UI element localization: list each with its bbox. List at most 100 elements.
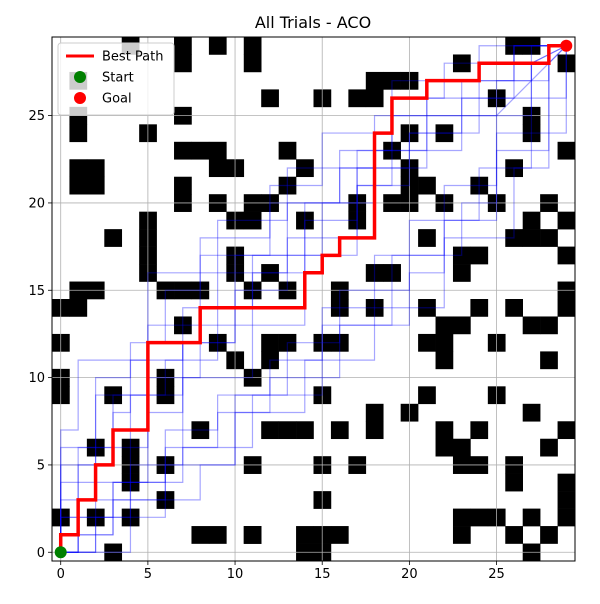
y-tick-label: 0	[37, 546, 45, 561]
obstacle-cell	[278, 421, 297, 440]
obstacle-cell	[452, 526, 471, 544]
obstacle-cell	[121, 473, 140, 492]
obstacle-cell	[191, 421, 210, 440]
obstacle-cell	[557, 246, 575, 265]
obstacle-cell	[243, 526, 262, 544]
obstacle-cell	[261, 89, 279, 108]
obstacle-cell	[296, 159, 314, 178]
obstacle-cell	[208, 526, 227, 544]
axes-frame	[51, 36, 576, 562]
obstacle-cell	[278, 333, 297, 352]
obstacle-cell	[540, 229, 558, 247]
obstacle-cell	[174, 37, 192, 55]
trial-path-line	[60, 45, 567, 553]
obstacle-cell	[435, 351, 454, 370]
trial-path-line	[60, 45, 567, 553]
obstacle-cell	[470, 421, 489, 440]
obstacle-cell	[522, 316, 541, 335]
obstacle-cell	[69, 124, 88, 143]
obstacle-cell	[505, 473, 523, 492]
obstacle-cell	[505, 299, 523, 317]
legend-swatch-dot	[74, 92, 86, 104]
obstacle-cell	[505, 229, 523, 247]
start-marker	[54, 546, 67, 559]
x-tick-label: 15	[314, 567, 331, 582]
obstacle-cell	[452, 264, 471, 282]
obstacle-cell	[383, 264, 401, 282]
legend: Best Path Start Goal	[57, 42, 175, 116]
obstacle-cell	[174, 316, 192, 335]
obstacle-cell	[174, 54, 192, 73]
obstacle-cell	[261, 264, 279, 282]
obstacle-cell	[435, 316, 454, 335]
obstacle-cell	[296, 421, 314, 440]
trial-path-line	[60, 45, 567, 553]
obstacle-cell	[261, 421, 279, 440]
obstacle-cell	[69, 176, 88, 195]
obstacle-cell	[522, 229, 541, 247]
obstacle-cell	[86, 508, 105, 527]
obstacle-cell	[278, 176, 297, 195]
obstacle-cell	[540, 438, 558, 457]
obstacle-cell	[452, 316, 471, 335]
obstacle-cell	[191, 141, 210, 160]
obstacle-cell	[121, 508, 140, 527]
x-tick-label: 5	[144, 567, 152, 582]
obstacle-cell	[174, 141, 192, 160]
obstacle-cell	[452, 508, 471, 527]
obstacle-cell	[470, 246, 489, 265]
x-tick-label: 0	[57, 567, 65, 582]
obstacle-cell	[452, 246, 471, 265]
goal-marker	[560, 39, 573, 52]
obstacle-cell	[452, 54, 471, 73]
trial-path-line	[60, 45, 567, 553]
x-tick-label: 10	[227, 567, 244, 582]
obstacle-cell	[540, 351, 558, 370]
obstacle-cell	[557, 491, 575, 509]
obstacle-cell	[261, 351, 279, 370]
obstacle-cell	[156, 491, 175, 509]
trial-path-line	[60, 45, 567, 553]
obstacle-cell	[522, 403, 541, 422]
obstacle-cell	[557, 299, 575, 317]
plot-area: 0 5 10 15 20 25 0 5 10 15 20 25	[28, 36, 576, 582]
obstacle-cell	[557, 54, 575, 73]
obstacle-cell	[330, 333, 349, 352]
obstacle-cell	[383, 141, 401, 160]
obstacle-cell	[522, 211, 541, 230]
obstacle-cell	[383, 71, 401, 90]
obstacle-cell	[470, 508, 489, 527]
obstacle-cell	[104, 229, 123, 247]
obstacle-cell	[418, 386, 436, 405]
trial-path-line	[60, 45, 567, 553]
obstacle-cell	[156, 386, 175, 405]
obstacle-cell	[557, 211, 575, 230]
legend-label: Goal	[102, 92, 132, 107]
obstacle-cell	[330, 299, 349, 317]
trials-layer	[60, 45, 567, 553]
obstacle-cell	[208, 333, 227, 352]
obstacle-cell	[505, 526, 523, 544]
obstacle-cell	[121, 438, 140, 457]
trial-path-line	[60, 45, 567, 553]
obstacle-cell	[557, 421, 575, 440]
obstacle-cell	[208, 159, 227, 178]
trial-path-line	[60, 45, 567, 553]
legend-label: Best Path	[102, 50, 163, 65]
trial-path-line	[60, 45, 567, 553]
obstacle-cell	[348, 211, 367, 230]
obstacle-cell	[557, 141, 575, 160]
y-tick-label: 5	[37, 458, 45, 473]
obstacle-cell	[296, 211, 314, 230]
chart-title: All Trials - ACO	[255, 13, 371, 32]
x-tick-label: 25	[488, 567, 505, 582]
obstacle-cell	[348, 89, 367, 108]
obstacle-cell	[278, 141, 297, 160]
obstacle-cell	[365, 299, 384, 317]
x-tick-label: 20	[401, 567, 418, 582]
obstacle-cell	[418, 299, 436, 317]
obstacle-cell	[86, 438, 105, 457]
legend-label: Start	[102, 71, 134, 86]
